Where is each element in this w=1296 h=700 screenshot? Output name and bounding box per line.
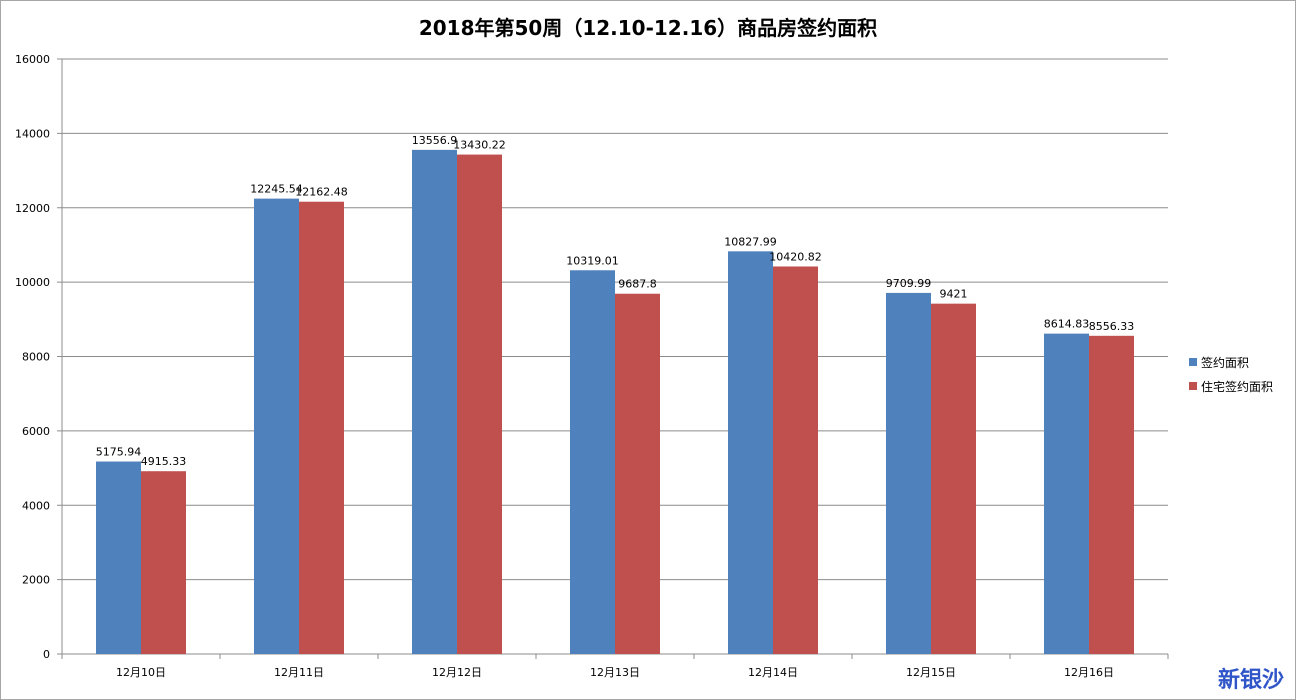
y-tick-label: 2000 <box>22 574 50 587</box>
x-tick-label: 12月10日 <box>116 666 166 679</box>
y-tick-label: 4000 <box>22 499 50 512</box>
bar-series-2 <box>457 154 502 654</box>
x-tick-label: 12月15日 <box>906 666 956 679</box>
legend-label-series-2: 住宅签约面积 <box>1201 379 1274 394</box>
x-tick-label: 12月16日 <box>1064 666 1114 679</box>
data-label-series-1: 10827.99 <box>724 235 777 248</box>
data-label-series-1: 13556.9 <box>412 134 458 147</box>
y-tick-label: 10000 <box>15 276 50 289</box>
bar-series-1 <box>728 251 773 655</box>
y-tick-label: 6000 <box>22 425 50 438</box>
bar-series-2 <box>1089 335 1134 654</box>
data-label-series-1: 8614.83 <box>1044 318 1090 331</box>
data-label-series-2: 10420.82 <box>769 250 822 263</box>
y-tick-label: 0 <box>43 648 50 661</box>
legend-swatch-series-1 <box>1189 358 1197 366</box>
legend-label-series-1: 签约面积 <box>1201 355 1250 370</box>
bar-series-2 <box>615 293 660 654</box>
data-label-series-2: 9687.8 <box>618 278 657 291</box>
x-tick-label: 12月11日 <box>274 666 324 679</box>
bar-series-1 <box>412 149 457 654</box>
bar-series-1 <box>886 292 931 654</box>
data-label-series-1: 10319.01 <box>566 254 619 267</box>
data-label-series-2: 13430.22 <box>453 139 506 152</box>
chart-title: 2018年第50周（12.10-12.16）商品房签约面积 <box>418 16 878 40</box>
data-label-series-1: 9709.99 <box>886 277 932 290</box>
y-tick-label: 14000 <box>15 127 50 140</box>
x-tick-label: 12月12日 <box>432 666 482 679</box>
data-label-series-2: 12162.48 <box>295 186 348 199</box>
bar-series-1 <box>570 270 615 654</box>
data-label-series-2: 8556.33 <box>1089 320 1135 333</box>
legend-swatch-series-2 <box>1189 382 1197 390</box>
y-tick-label: 16000 <box>15 53 50 66</box>
x-tick-label: 12月14日 <box>748 666 798 679</box>
x-tick-label: 12月13日 <box>590 666 640 679</box>
bar-series-2 <box>141 471 186 654</box>
data-label-series-2: 4915.33 <box>141 455 187 468</box>
bar-series-2 <box>931 303 976 654</box>
bar-series-1 <box>1044 333 1089 654</box>
data-label-series-1: 12245.54 <box>250 183 303 196</box>
watermark-logo: 新银沙 <box>1217 668 1284 693</box>
bar-series-1 <box>96 461 141 654</box>
y-tick-label: 8000 <box>22 351 50 364</box>
bar-series-2 <box>773 266 818 654</box>
bar-series-2 <box>299 201 344 655</box>
y-tick-label: 12000 <box>15 202 50 215</box>
data-label-series-2: 9421 <box>940 288 968 301</box>
legend-item-series-2: 住宅签约面积 <box>1189 374 1273 398</box>
legend: 签约面积 住宅签约面积 <box>1189 350 1273 398</box>
data-label-series-1: 5175.94 <box>96 446 142 459</box>
legend-item-series-1: 签约面积 <box>1189 350 1273 374</box>
bar-series-1 <box>254 198 299 654</box>
